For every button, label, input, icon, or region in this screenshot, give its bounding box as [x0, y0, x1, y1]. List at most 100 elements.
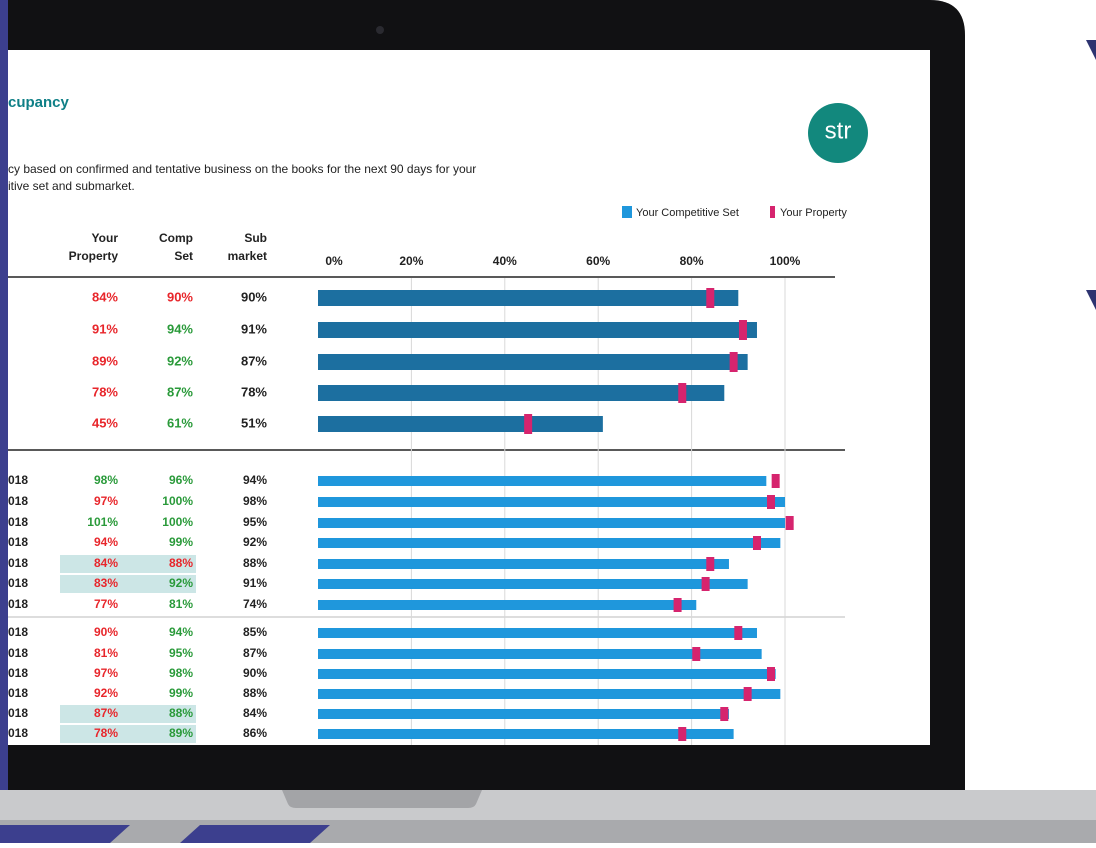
comp-set-cell: 94% — [169, 625, 193, 639]
submarket-cell: 88% — [243, 556, 267, 570]
property-cell: 87% — [94, 706, 118, 720]
comp-set-cell: 88% — [169, 556, 193, 570]
decor — [0, 825, 130, 843]
x-tick-label: 80% — [680, 254, 704, 268]
decor — [1086, 40, 1096, 60]
property-cell: 90% — [94, 625, 118, 639]
property-marker — [743, 687, 752, 701]
comp-set-cell: 99% — [169, 686, 193, 700]
property-marker — [692, 647, 701, 661]
submarket-cell: 91% — [243, 576, 267, 590]
decor — [180, 825, 330, 843]
row-label: 018 — [8, 473, 28, 487]
property-cell: 84% — [94, 556, 118, 570]
bar — [318, 729, 734, 739]
row-label: 018 — [8, 666, 28, 680]
column-header: Comp — [159, 231, 193, 245]
column-header: market — [228, 249, 267, 263]
property-cell: 84% — [92, 289, 118, 304]
submarket-cell: 84% — [243, 706, 267, 720]
bar — [318, 689, 781, 699]
bar — [318, 628, 757, 638]
column-header: Property — [69, 249, 119, 263]
laptop-notch — [282, 790, 482, 808]
bar — [318, 600, 697, 610]
property-marker — [734, 626, 743, 640]
comp-set-cell: 94% — [167, 321, 193, 336]
property-cell: 98% — [94, 473, 118, 487]
submarket-cell: 86% — [243, 726, 267, 740]
submarket-cell: 92% — [243, 535, 267, 549]
submarket-cell: 94% — [243, 473, 267, 487]
row-label: 018 — [8, 646, 28, 660]
x-tick-label: 20% — [399, 254, 423, 268]
bar — [318, 385, 725, 401]
legend-swatch — [770, 206, 775, 218]
submarket-cell: 74% — [243, 597, 267, 611]
comp-set-cell: 95% — [169, 646, 193, 660]
comp-set-cell: 99% — [169, 535, 193, 549]
property-marker — [706, 288, 715, 308]
submarket-cell: 51% — [241, 415, 267, 430]
x-tick-label: 0% — [325, 254, 343, 268]
legend-label: Your Competitive Set — [636, 207, 739, 219]
row-label: 018 — [8, 597, 28, 611]
bar — [318, 290, 739, 306]
row-label: 018 — [8, 535, 28, 549]
decor — [1086, 290, 1096, 310]
comp-set-cell: 61% — [167, 415, 193, 430]
description: itive set and submarket. — [8, 179, 135, 193]
property-cell: 78% — [94, 726, 118, 740]
property-marker — [738, 320, 747, 340]
comp-set-cell: 96% — [169, 473, 193, 487]
property-marker — [785, 516, 794, 530]
submarket-cell: 85% — [243, 625, 267, 639]
property-marker — [678, 383, 687, 403]
submarket-cell: 90% — [243, 666, 267, 680]
property-cell: 77% — [94, 597, 118, 611]
submarket-cell: 98% — [243, 494, 267, 508]
bar — [318, 416, 603, 432]
submarket-cell: 87% — [241, 353, 267, 368]
property-cell: 89% — [92, 353, 118, 368]
row-label: 018 — [8, 706, 28, 720]
property-marker — [706, 557, 715, 571]
row-label: 018 — [8, 726, 28, 740]
property-cell: 101% — [87, 515, 118, 529]
comp-set-cell: 100% — [162, 494, 193, 508]
comp-set-cell: 87% — [167, 384, 193, 399]
submarket-cell: 78% — [241, 384, 267, 399]
comp-set-cell: 89% — [169, 726, 193, 740]
bar — [318, 518, 785, 528]
comp-set-cell: 98% — [169, 666, 193, 680]
property-marker — [752, 536, 761, 550]
row-label: 018 — [8, 576, 28, 590]
bar — [318, 538, 781, 548]
comp-set-cell: 81% — [169, 597, 193, 611]
property-marker — [729, 352, 738, 372]
property-cell: 81% — [94, 646, 118, 660]
bar — [318, 354, 748, 370]
property-marker — [524, 414, 533, 434]
column-header: Sub — [244, 231, 267, 245]
property-cell: 97% — [94, 494, 118, 508]
row-label: 018 — [8, 556, 28, 570]
x-tick-label: 60% — [586, 254, 610, 268]
row-label: 018 — [8, 625, 28, 639]
logo — [808, 103, 868, 163]
property-cell: 97% — [94, 666, 118, 680]
property-cell: 83% — [94, 576, 118, 590]
submarket-cell: 91% — [241, 321, 267, 336]
property-marker — [701, 577, 710, 591]
bar — [318, 709, 729, 719]
report-title: cupancy — [8, 94, 70, 111]
property-marker — [771, 474, 780, 488]
plot: 0% 20% 40% 60% 80% 100% Your Competitive Set Yo… — [8, 206, 847, 745]
bar — [318, 669, 776, 679]
comp-set-cell: 100% — [162, 515, 193, 529]
row-label: 018 — [8, 494, 28, 508]
submarket-cell: 87% — [243, 646, 267, 660]
row-label: 018 — [8, 515, 28, 529]
